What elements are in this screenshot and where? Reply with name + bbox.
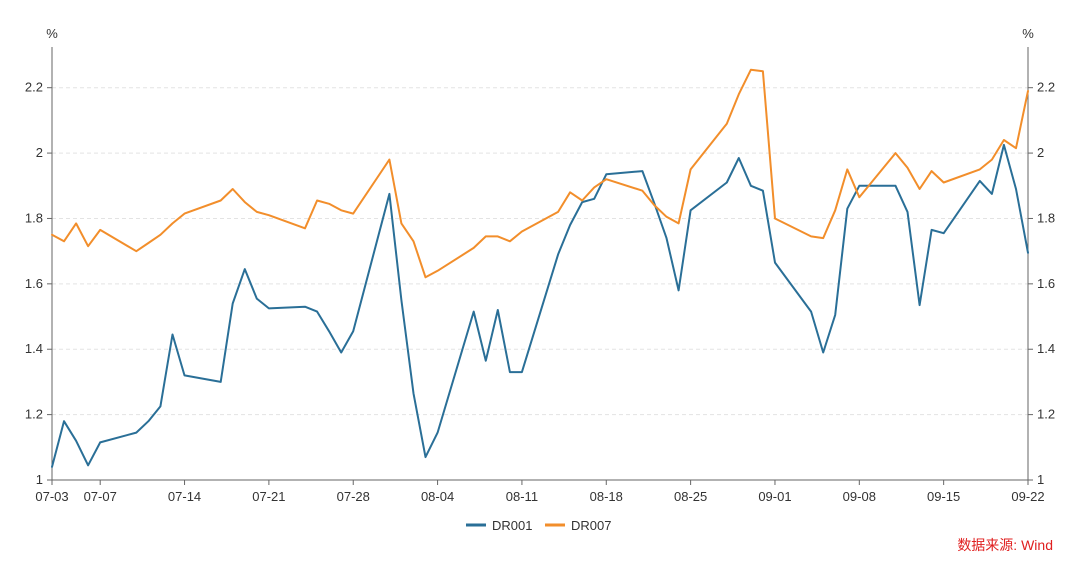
y-tick-label-right: 1.2 bbox=[1037, 407, 1055, 422]
x-tick-label: 09-01 bbox=[758, 489, 791, 504]
x-tick-label: 08-11 bbox=[506, 489, 538, 504]
y-tick-label-right: 1 bbox=[1037, 472, 1044, 487]
x-tick-label: 08-04 bbox=[421, 489, 454, 504]
y-tick-label-right: 2 bbox=[1037, 145, 1044, 160]
y-tick-label-left: 1.6 bbox=[25, 276, 43, 291]
grid-layer bbox=[52, 87, 1028, 481]
x-tick-label: 07-07 bbox=[84, 489, 117, 504]
y-tick-label-left: 2 bbox=[36, 145, 43, 160]
y-tick-label-right: 1.4 bbox=[1037, 341, 1055, 356]
source-label: 数据来源: Wind bbox=[957, 537, 1053, 553]
y-tick-label-right: 1.8 bbox=[1037, 210, 1055, 225]
y-axis-right-unit: % bbox=[1022, 26, 1034, 41]
dr007-line bbox=[51, 68, 1029, 279]
series-layer bbox=[51, 68, 1029, 468]
legend-label-dr001: DR001 bbox=[492, 518, 532, 533]
y-axis-left-unit: % bbox=[46, 26, 58, 41]
legend: DR001 DR007 bbox=[466, 518, 611, 533]
y-tick-label-right: 2.2 bbox=[1037, 80, 1055, 95]
y-tick-label-left: 1.4 bbox=[25, 341, 43, 356]
dr001-line bbox=[51, 143, 1029, 468]
x-tick-label: 09-08 bbox=[843, 489, 876, 504]
y-tick-label-left: 2.2 bbox=[25, 80, 43, 95]
x-tick-label: 09-15 bbox=[927, 489, 960, 504]
y-tick-label-left: 1.8 bbox=[25, 210, 43, 225]
y-tick-label-right: 1.6 bbox=[1037, 276, 1055, 291]
x-tick-label: 09-22 bbox=[1011, 489, 1044, 504]
x-tick-label: 07-14 bbox=[168, 489, 201, 504]
x-tick-label: 08-25 bbox=[674, 489, 707, 504]
x-tick-label: 07-21 bbox=[252, 489, 285, 504]
x-tick-label: 07-03 bbox=[35, 489, 68, 504]
x-tick-label: 08-18 bbox=[590, 489, 623, 504]
legend-label-dr007: DR007 bbox=[571, 518, 611, 533]
y-tick-label-left: 1.2 bbox=[25, 407, 43, 422]
y-tick-label-left: 1 bbox=[36, 472, 43, 487]
x-tick-label: 07-28 bbox=[337, 489, 370, 504]
axis-layer: 1 1 1.2 1.2 1.4 1.4 1.6 1.6 1.8 1.8 2 2 2.2 2.2 07-03 0… bbox=[25, 47, 1055, 504]
